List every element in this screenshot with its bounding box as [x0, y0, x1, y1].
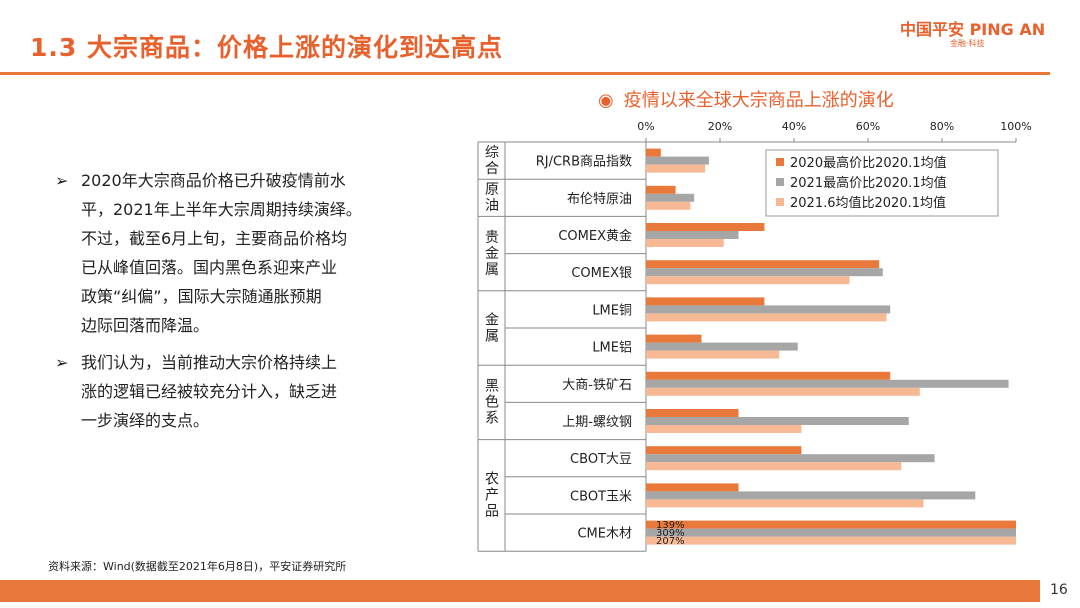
bar — [646, 454, 935, 463]
title-rule — [0, 72, 1050, 75]
bar — [646, 260, 880, 269]
y-tick-label: CBOT玉米 — [570, 489, 632, 504]
bar — [646, 409, 739, 417]
group-label: 农产品 — [483, 471, 499, 519]
bar — [646, 231, 739, 239]
bar — [646, 313, 887, 322]
y-tick-label: CME木材 — [577, 527, 632, 542]
chart-title: ◉ 疫情以来全球大宗商品上涨的演化 — [598, 90, 894, 111]
bar — [646, 350, 780, 359]
bullet-line: 平，2021年上半年大宗周期持续演绎。 — [81, 200, 362, 219]
bullet-line: 一步演绎的支点。 — [81, 411, 210, 430]
bar — [646, 491, 976, 500]
y-tick-label: LME铜 — [592, 303, 632, 318]
value-label: 207% — [656, 536, 685, 547]
source: 资料来源：Wind(数据截至2021年6月8日)，平安证券研究所 — [48, 560, 347, 573]
bar — [646, 462, 902, 471]
legend-box — [765, 149, 999, 217]
bar — [646, 193, 695, 202]
group-label: 贵金属 — [483, 230, 499, 278]
bar — [646, 156, 709, 165]
bar — [646, 379, 1009, 388]
bar — [646, 483, 739, 492]
bar — [646, 446, 802, 455]
y-tick-label: RJ/CRB商品指数 — [536, 155, 632, 170]
x-tick-label: 20% — [708, 120, 732, 133]
bullet-line: 政策“纠偏”，国际大宗随通胀预期 — [81, 287, 322, 306]
y-tick-label: 上期-螺纹钢 — [562, 415, 632, 430]
bullet-line: 已从峰值回落。国内黑色系迎来产业 — [81, 258, 338, 277]
bullet-line: 我们认为，当前推动大宗价格持续上 — [81, 353, 338, 372]
bar — [646, 239, 724, 247]
group-label: 原油 — [483, 182, 499, 214]
bar — [646, 305, 891, 314]
x-tick-label: 60% — [856, 120, 880, 133]
x-tick-label: 100% — [1000, 120, 1031, 133]
plot — [646, 148, 1016, 545]
bar — [646, 425, 802, 433]
value-label: 309% — [656, 528, 685, 539]
bullet-line: 不过，截至6月上旬，主要商品价格均 — [81, 229, 348, 248]
x-tick-label: 0% — [637, 120, 654, 133]
bar — [646, 528, 1016, 537]
legend-label: 2021最高价比2020.1均值 — [790, 175, 947, 191]
logo-sub: 金融·科技 — [950, 39, 985, 48]
bar — [646, 417, 909, 425]
group-label: 综合 — [483, 145, 499, 177]
legend-swatch — [776, 158, 784, 166]
bar — [646, 371, 891, 380]
bullet-line: 2020年大宗商品价格已升破疫情前水 — [81, 171, 346, 190]
bullet-line: 边际回落而降温。 — [81, 316, 210, 335]
chart-title-text: 疫情以来全球大宗商品上涨的演化 — [623, 90, 894, 111]
group-label: 黑色系 — [483, 378, 499, 426]
legend-swatch — [776, 198, 784, 206]
page-number: 16 — [1050, 582, 1068, 598]
y-tick-label: COMEX黄金 — [558, 228, 632, 244]
legend-label: 2021.6均值比2020.1均值 — [790, 195, 946, 211]
bar — [646, 334, 702, 343]
legend-label: 2020最高价比2020.1均值 — [790, 155, 947, 171]
bar — [646, 185, 676, 194]
bar — [646, 164, 706, 173]
logo: 中国平安 PING AN — [900, 20, 1046, 39]
bar — [646, 499, 924, 508]
x-tick-label: 80% — [930, 120, 954, 133]
bullet-line: 涨的逻辑已经被较充分计入，缺乏进 — [81, 382, 338, 401]
y-tick-label: COMEX银 — [571, 266, 632, 281]
bullet: 2020年大宗商品价格已升破疫情前水平，2021年上半年大宗周期持续演绎。不过，… — [55, 166, 435, 340]
bar — [646, 297, 765, 306]
group-label: 金属 — [483, 312, 499, 344]
bar — [646, 387, 920, 396]
slide-title: 1.3 大宗商品：价格上涨的演化到达高点 — [30, 33, 503, 62]
legend-swatch — [776, 178, 784, 186]
bullets: 2020年大宗商品价格已升破疫情前水平，2021年上半年大宗周期持续演绎。不过，… — [55, 166, 435, 443]
bar — [646, 223, 765, 231]
bar — [646, 201, 691, 210]
bar — [646, 148, 661, 157]
footer-bar — [0, 580, 1040, 602]
value-label: 139% — [656, 520, 685, 531]
y-tick-label: 大商-铁矿石 — [562, 378, 632, 393]
y-tick-label: CBOT大豆 — [570, 452, 632, 467]
bar — [646, 276, 850, 285]
bar — [646, 268, 883, 277]
y-tick-label: 布伦特原油 — [567, 192, 632, 207]
bar — [646, 536, 1016, 545]
y-tick-label: LME铝 — [592, 341, 632, 356]
x-tick-label: 40% — [782, 120, 806, 133]
bar — [646, 342, 798, 351]
bar — [646, 520, 1016, 529]
